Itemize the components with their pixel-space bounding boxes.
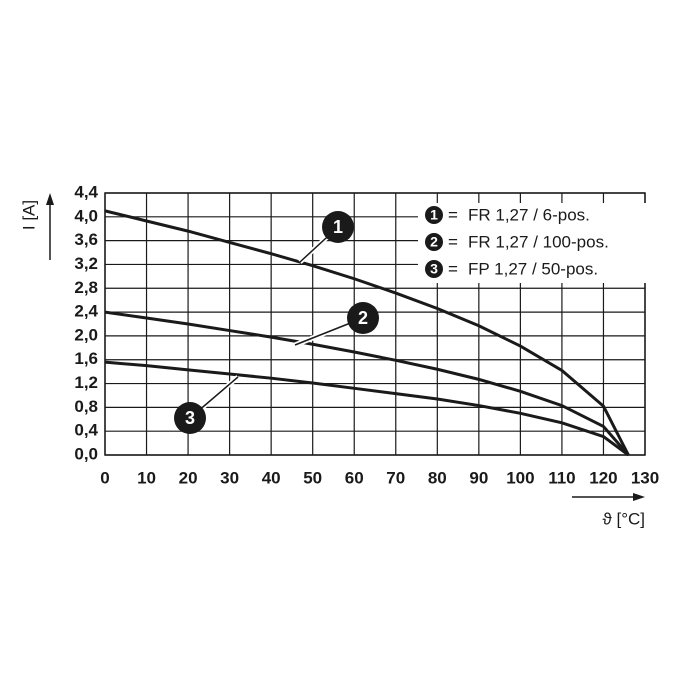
- series-line: [104, 310, 630, 456]
- x-tick-label: 30: [220, 468, 239, 487]
- callout-badge: [174, 402, 206, 434]
- legend-badge-label: 1: [430, 207, 438, 223]
- callout-badge: [322, 211, 354, 243]
- callout-badge-label: 3: [185, 408, 195, 428]
- series-line: [104, 360, 630, 457]
- y-arrow-head: [46, 193, 54, 205]
- y-tick-label: 1,6: [74, 349, 98, 368]
- x-tick-label: 110: [548, 468, 575, 487]
- x-tick-label: 50: [303, 468, 322, 487]
- legend-badge: [425, 206, 443, 224]
- x-tick-label: 130: [631, 468, 659, 487]
- y-tick-label: 2,4: [74, 302, 98, 321]
- x-tick-label: 60: [345, 468, 364, 487]
- y-tick-label: 1,2: [74, 373, 98, 392]
- y-tick-label: 0,4: [74, 421, 98, 440]
- legend-badge: [425, 233, 443, 251]
- y-tick-label: 2,8: [74, 278, 98, 297]
- x-axis-label: ϑ [°C]: [602, 509, 645, 528]
- y-tick-label: 4,4: [74, 182, 98, 201]
- callout-badge-label: 2: [358, 308, 368, 328]
- x-tick-label: 100: [506, 468, 534, 487]
- x-tick-label: 0: [100, 468, 109, 487]
- legend-badge: [425, 260, 443, 278]
- y-axis-label: I [A]: [19, 200, 38, 230]
- legend-label: FR 1,27 / 100-pos.: [468, 232, 609, 251]
- legend-box: [418, 203, 650, 283]
- legend-badge-label: 3: [430, 261, 438, 277]
- y-tick-label: 3,6: [74, 230, 98, 249]
- y-tick-label: 2,0: [74, 325, 98, 344]
- legend-separator: =: [448, 232, 458, 251]
- x-arrow-head: [633, 493, 645, 501]
- x-tick-label: 40: [262, 468, 281, 487]
- y-tick-label: 0,0: [74, 444, 98, 463]
- callout-badge: [347, 302, 379, 334]
- x-tick-label: 80: [428, 468, 447, 487]
- legend-separator: =: [448, 259, 458, 278]
- y-tick-label: 4,0: [74, 206, 98, 225]
- legend-label: FP 1,27 / 50-pos.: [468, 259, 598, 278]
- plot-frame: [104, 192, 646, 456]
- x-tick-label: 120: [589, 468, 617, 487]
- y-tick-label: 0,8: [74, 397, 98, 416]
- series-line: [104, 209, 630, 456]
- y-tick-label: 3,2: [74, 254, 98, 273]
- x-tick-label: 90: [469, 468, 488, 487]
- x-tick-label: 20: [179, 468, 198, 487]
- legend-separator: =: [448, 205, 458, 224]
- legend-badge-label: 2: [430, 234, 438, 250]
- callout-badge-label: 1: [333, 217, 343, 237]
- x-tick-label: 70: [386, 468, 405, 487]
- x-tick-label: 10: [137, 468, 156, 487]
- legend-label: FR 1,27 / 6-pos.: [468, 205, 590, 224]
